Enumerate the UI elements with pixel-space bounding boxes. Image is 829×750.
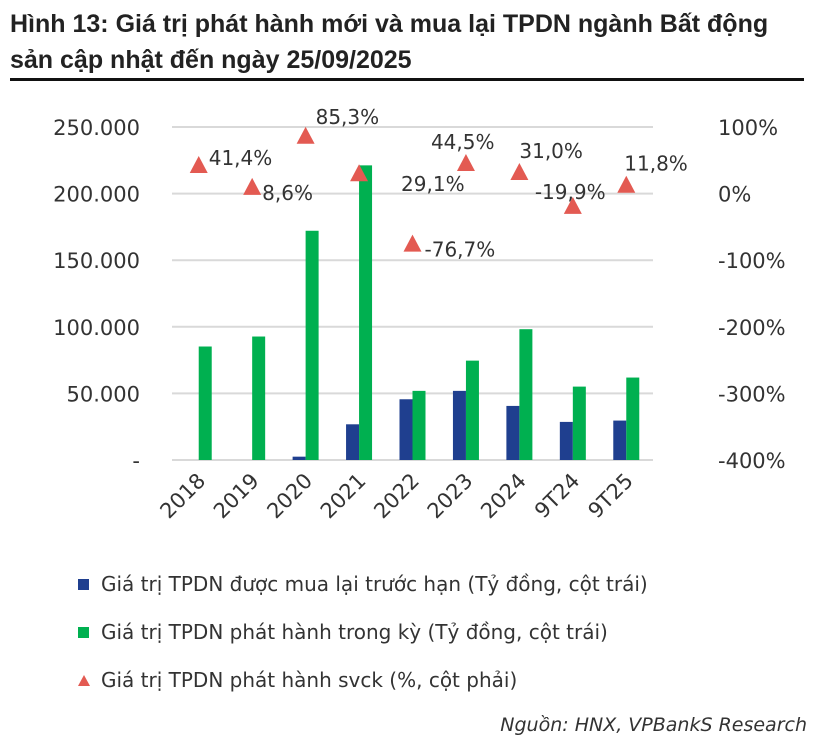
yoy-marker <box>189 156 208 174</box>
yoy-marker <box>243 177 262 195</box>
legend-item-repurchase: Giá trị TPDN được mua lại trước hạn (Tỷ … <box>78 560 648 608</box>
yoy-data-label: -19,9% <box>535 180 606 204</box>
yoy-data-label: 8,6% <box>262 181 313 205</box>
bar-issuance <box>359 165 373 460</box>
yoy-data-label: 31,0% <box>519 139 583 163</box>
legend: Giá trị TPDN được mua lại trước hạn (Tỷ … <box>78 560 648 704</box>
yoy-marker <box>510 162 529 180</box>
yoy-data-label: 11,8% <box>624 152 688 176</box>
right-axis-tick: 0% <box>718 183 751 207</box>
bar-issuance <box>519 329 533 460</box>
bar-repurchase <box>613 420 627 460</box>
yoy-data-label: 41,4% <box>209 146 273 170</box>
x-axis-tick: 2023 <box>423 469 478 524</box>
triangle-icon <box>78 674 90 686</box>
bar-repurchase <box>559 421 573 460</box>
bar-repurchase <box>452 390 466 460</box>
chart: - 50.000 100.000 150.000 200.000 250.000 -400%… <box>53 105 786 524</box>
legend-label: Giá trị TPDN được mua lại trước hạn (Tỷ … <box>101 572 648 596</box>
right-axis-tick: -400% <box>718 449 786 473</box>
right-axis-tick: -100% <box>718 249 786 273</box>
x-axis-tick: 2024 <box>476 469 531 524</box>
bar-issuance <box>626 377 640 460</box>
source-note: Nguồn: HNX, VPBankS Research <box>500 714 807 736</box>
legend-label: Giá trị TPDN phát hành svck (%, cột phải… <box>101 668 518 692</box>
x-axis-tick: 2019 <box>209 469 264 524</box>
x-axis-tick: 2022 <box>369 469 424 524</box>
bar-repurchase <box>292 456 306 460</box>
yoy-data-label: 44,5% <box>431 130 495 154</box>
left-axis-tick: 250.000 <box>53 116 140 140</box>
legend-item-yoy: Giá trị TPDN phát hành svck (%, cột phải… <box>78 656 648 704</box>
bar-issuance <box>412 390 426 460</box>
legend-swatch-blue <box>78 578 89 590</box>
right-axis-tick: 100% <box>718 116 778 140</box>
yoy-data-label: 85,3% <box>316 105 380 129</box>
left-axis-tick: 200.000 <box>53 183 140 207</box>
yoy-marker <box>403 234 422 252</box>
left-axis-tick: 50.000 <box>67 382 140 406</box>
legend-item-issuance: Giá trị TPDN phát hành trong kỳ (Tỷ đồng… <box>78 608 648 656</box>
right-axis-tick: -200% <box>718 316 786 340</box>
left-axis-tick: 100.000 <box>53 316 140 340</box>
yoy-marker <box>296 126 315 144</box>
legend-label: Giá trị TPDN phát hành trong kỳ (Tỷ đồng… <box>101 620 608 644</box>
x-axis-tick: 9T24 <box>530 469 584 523</box>
yoy-marker <box>563 196 582 214</box>
bar-issuance <box>198 346 212 460</box>
x-axis-tick: 9T25 <box>583 469 637 523</box>
left-axis-tick: 150.000 <box>53 249 140 273</box>
title-underline <box>10 78 804 81</box>
bar-repurchase <box>506 405 520 460</box>
bar-issuance <box>305 230 319 460</box>
left-axis-tick: - <box>132 449 140 473</box>
figure-title: Hình 13: Giá trị phát hành mới và mua lạ… <box>10 10 769 74</box>
x-axis-tick: 2018 <box>155 469 210 524</box>
bar-issuance <box>572 386 586 460</box>
x-axis-tick: 2020 <box>262 469 317 524</box>
yoy-data-label: 29,1% <box>401 172 465 196</box>
right-axis-tick: -300% <box>718 382 786 406</box>
yoy-marker <box>456 153 475 171</box>
yoy-data-label: -76,7% <box>425 238 496 262</box>
bar-issuance <box>465 360 479 460</box>
x-axis-tick: 2021 <box>316 469 371 524</box>
yoy-marker <box>350 164 369 182</box>
yoy-marker <box>617 175 636 193</box>
bar-repurchase <box>346 424 360 460</box>
bar-repurchase <box>399 399 413 460</box>
legend-swatch-green <box>78 626 89 638</box>
bar-issuance <box>252 336 266 460</box>
